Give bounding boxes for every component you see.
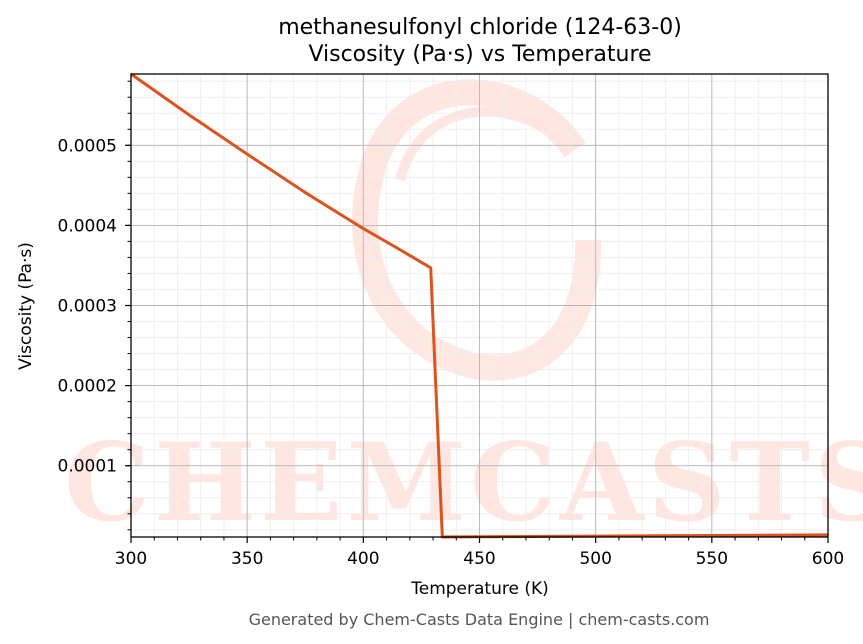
x-tick-label: 400 [347, 549, 379, 569]
x-axis-ticks: 300 350 400 450 500 550 600 [115, 537, 844, 569]
y-tick-label: 0.0002 [58, 377, 117, 397]
x-tick-label: 300 [115, 549, 147, 569]
y-tick-label: 0.0004 [58, 216, 117, 236]
x-axis-label: Temperature (K) [410, 579, 549, 599]
y-tick-label: 0.0003 [58, 297, 117, 317]
x-tick-label: 600 [812, 549, 844, 569]
y-axis-label: Viscosity (Pa·s) [16, 242, 36, 370]
x-tick-label: 500 [579, 549, 611, 569]
y-tick-label: 0.0005 [58, 136, 117, 156]
y-tick-label: 0.0001 [58, 457, 117, 477]
chart-title: methanesulfonyl chloride (124-63-0) [278, 15, 682, 40]
chart-subtitle: Viscosity (Pa·s) vs Temperature [308, 42, 651, 67]
viscosity-series-line [130, 72, 829, 539]
x-tick-label: 450 [463, 549, 495, 569]
footer-credit: Generated by Chem-Casts Data Engine | ch… [249, 610, 710, 629]
watermark-text: CHEMCASTS [64, 420, 863, 546]
series-layer [130, 72, 829, 539]
x-tick-label: 350 [231, 549, 263, 569]
chemcasts-watermark-logo: CHEMCASTS [64, 79, 863, 546]
y-axis-ticks: 0.0001 0.0002 0.0003 0.0004 0.0005 [58, 80, 131, 531]
x-tick-label: 550 [696, 549, 728, 569]
